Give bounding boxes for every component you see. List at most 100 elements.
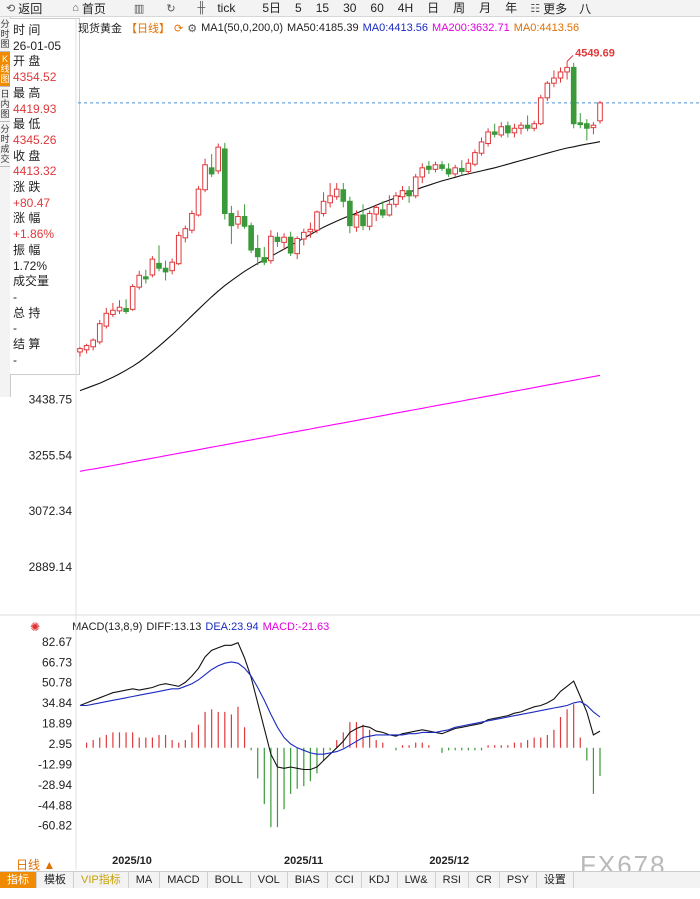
grid-icon: ☷	[530, 2, 541, 15]
bar-chart-icon: ▥	[133, 2, 145, 15]
time-label: 时 间	[13, 23, 41, 37]
tab-kline[interactable]: K线图	[0, 52, 10, 87]
candle-body	[557, 71, 564, 79]
period-5d[interactable]: 5日	[262, 1, 282, 15]
candle-body	[129, 286, 136, 310]
tick-button[interactable]: tick	[211, 0, 241, 16]
macd-line-dea	[80, 661, 601, 755]
candle-body	[432, 164, 439, 170]
refresh-legend-icon[interactable]: ⟳	[174, 22, 184, 35]
indicator-tab[interactable]: 指标	[0, 872, 37, 888]
high-value: 4419.93	[13, 101, 57, 116]
tab-intraday[interactable]: 分时图	[0, 17, 10, 52]
candle-body	[123, 307, 129, 312]
home-button[interactable]: ⌂ 首页	[66, 0, 112, 16]
indicator-bias[interactable]: BIAS	[288, 872, 328, 888]
candle-body	[281, 236, 287, 243]
ma-line-ma200	[79, 374, 601, 472]
change-value: +80.47	[13, 195, 51, 210]
candle-body	[439, 164, 445, 169]
candle-body	[228, 212, 235, 227]
candle-body	[215, 146, 222, 172]
candle-body	[524, 124, 531, 129]
candle-body	[169, 261, 175, 272]
candle-body	[406, 190, 412, 197]
refresh-icon: ↻	[166, 2, 176, 15]
period-selector[interactable]: 日线 ▲	[12, 856, 60, 873]
candle-body	[222, 148, 228, 214]
vip-indicator-tab[interactable]: VIP指标	[74, 872, 129, 888]
tick-label: tick	[217, 1, 236, 15]
candle-body	[366, 212, 373, 227]
period-year[interactable]: 年	[505, 1, 518, 15]
period-month[interactable]: 月	[479, 1, 492, 15]
refresh-button[interactable]: ↻	[160, 0, 181, 16]
indicator-rsi[interactable]: RSI	[436, 872, 469, 888]
back-button[interactable]: ⟲ 返回	[0, 0, 48, 16]
period-30[interactable]: 30	[343, 1, 357, 15]
candle-body	[83, 345, 90, 351]
macd-macd-value: MACD:-21.63	[262, 621, 330, 633]
macd-dea-value: DEA:23.94	[205, 621, 259, 633]
tab-daily[interactable]: 日内图	[0, 87, 10, 122]
candle-body	[189, 212, 195, 231]
amplitude-label: 振 幅	[13, 242, 41, 257]
top-toolbar: ⟲ 返回 ⌂ 首页 ▥ ↻ ╫ tick 5日 5 15 30 60 4H 日 周 …	[0, 0, 700, 17]
candle-body	[254, 247, 261, 258]
candle-body	[241, 216, 248, 227]
home-label: 首页	[81, 1, 106, 16]
candlestick-icon: ╫	[197, 2, 206, 14]
indicator-boll[interactable]: BOLL	[208, 872, 251, 888]
indicator-psy[interactable]: PSY	[500, 872, 537, 888]
indicator-ma[interactable]: MA	[129, 872, 161, 888]
open-value: 4354.52	[13, 70, 57, 85]
candle-body	[294, 237, 301, 255]
candle-body	[393, 195, 399, 205]
period-5[interactable]: 5	[295, 1, 302, 15]
indicator-cr[interactable]: CR	[469, 872, 500, 888]
settings-icon[interactable]: ⚙	[187, 22, 198, 35]
indicator-lw[interactable]: LW&	[398, 872, 436, 888]
ma50-value: MA50:4185.39	[287, 22, 359, 34]
period-60[interactable]: 60	[370, 1, 384, 15]
candle-body	[90, 339, 96, 348]
template-tab[interactable]: 模板	[37, 872, 74, 888]
open-label: 开 盘	[13, 54, 41, 69]
candle-body	[274, 236, 281, 242]
candle-body	[307, 228, 314, 233]
overflow-button[interactable]: 八	[579, 1, 592, 16]
more-button[interactable]: ☷ 更多	[524, 0, 573, 16]
candle-body	[149, 258, 156, 276]
macd-tick-label: 50.78	[42, 676, 72, 690]
candle-body	[584, 123, 590, 129]
candle-body	[452, 167, 458, 175]
settings-tab[interactable]: 设置	[537, 872, 574, 888]
more-label: 更多	[543, 1, 568, 16]
candle-body	[445, 168, 452, 175]
period-15[interactable]: 15	[315, 1, 330, 15]
period-week[interactable]: 周	[453, 1, 466, 15]
macd-tick-label: -12.99	[38, 757, 72, 771]
volume-value: -	[13, 289, 17, 304]
tab-trades[interactable]: 分时成交	[0, 122, 10, 167]
indicator-kdj[interactable]: KDJ	[362, 872, 398, 888]
macd-settings-icon[interactable]: ✺	[30, 620, 41, 634]
indicator-vol[interactable]: VOL	[251, 872, 288, 888]
candle-body	[379, 209, 386, 216]
candle-body	[590, 124, 597, 129]
indicator-cci[interactable]: CCI	[328, 872, 362, 888]
candle-style-button[interactable]: ╫	[192, 0, 212, 16]
macd-tick-label: 18.89	[42, 717, 72, 731]
indicator-macd[interactable]: MACD	[160, 872, 208, 888]
macd-tick-label: -60.82	[38, 819, 72, 833]
macd-tick-label: 82.67	[42, 635, 72, 649]
volume-label: 成交量	[13, 274, 50, 289]
candle-body	[498, 126, 505, 136]
candle-body	[248, 225, 254, 251]
candle-body	[597, 102, 603, 122]
period-4h[interactable]: 4H	[397, 1, 414, 15]
period-day[interactable]: 日	[427, 1, 440, 15]
back-arrow-icon: ⟲	[6, 2, 16, 15]
chart-type-button[interactable]: ▥	[128, 0, 150, 16]
